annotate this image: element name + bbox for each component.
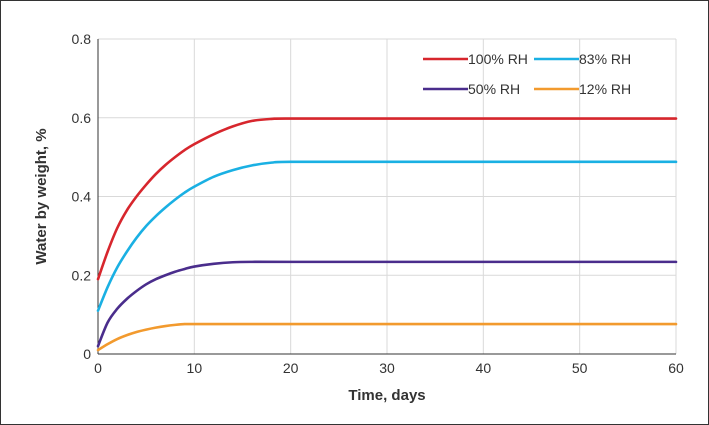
y-tick-label-1: 0.2 (72, 267, 92, 283)
y-tick-label-0: 0 (83, 346, 91, 362)
x-tick-label-6: 60 (668, 360, 684, 376)
y-axis-title: Water by weight, % (33, 128, 50, 264)
series-line-2 (96, 260, 678, 348)
x-tick-label-1: 10 (187, 360, 203, 376)
legend-label-1: 83% RH (579, 51, 631, 67)
x-tick-label-0: 0 (94, 360, 102, 376)
x-tick-label-3: 30 (379, 360, 395, 376)
series-lines (96, 117, 678, 352)
series-line-0 (96, 117, 678, 281)
legend-label-2: 50% RH (468, 81, 520, 97)
x-tick-label-4: 40 (476, 360, 492, 376)
axes (97, 39, 676, 355)
y-tick-label-3: 0.6 (72, 110, 92, 126)
legend-label-0: 100% RH (468, 51, 528, 67)
y-tick-label-4: 0.8 (72, 31, 92, 47)
x-axis-title: Time, days (348, 387, 425, 404)
series-line-3 (96, 322, 678, 352)
y-tick-label-2: 0.4 (72, 189, 92, 205)
series-line-1 (96, 160, 678, 312)
x-tick-label-2: 20 (283, 360, 299, 376)
tick-labels: 0 10 20 30 40 50 60 0 0.2 0.4 0.6 0.8 (72, 31, 684, 376)
x-tick-label-5: 50 (572, 360, 588, 376)
legend-label-3: 12% RH (579, 81, 631, 97)
legend: 100% RH 83% RH 50% RH 12% RH (423, 51, 631, 97)
